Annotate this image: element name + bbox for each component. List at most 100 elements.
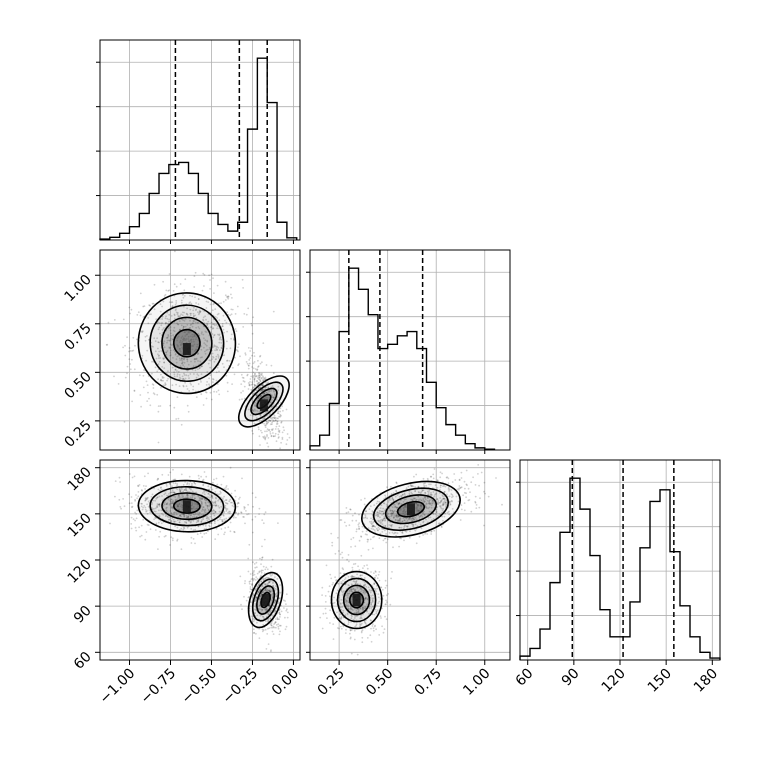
sample-point xyxy=(197,518,200,521)
sample-point xyxy=(229,510,232,513)
sample-point xyxy=(197,520,200,523)
sample-point xyxy=(177,370,180,373)
sample-point xyxy=(211,497,214,500)
sample-point xyxy=(178,385,181,387)
sample-point xyxy=(394,519,397,521)
sample-point xyxy=(194,482,197,485)
sample-point xyxy=(147,391,149,394)
sample-point xyxy=(157,548,159,550)
sample-point xyxy=(218,510,221,513)
sample-point xyxy=(403,508,406,511)
sample-point xyxy=(179,519,182,521)
sample-point xyxy=(163,361,166,364)
sample-point xyxy=(281,405,283,408)
sample-point xyxy=(358,525,360,528)
sample-point xyxy=(195,348,198,351)
sample-point xyxy=(270,649,272,651)
sample-point xyxy=(361,530,364,533)
sample-point xyxy=(376,511,379,514)
sample-point xyxy=(225,347,228,350)
sample-point xyxy=(392,499,395,502)
sample-point xyxy=(174,369,177,371)
sample-point xyxy=(175,513,178,516)
sample-point xyxy=(265,608,268,611)
sample-point xyxy=(196,343,199,346)
sample-point xyxy=(274,585,277,587)
sample-point xyxy=(253,573,256,576)
sample-point xyxy=(154,516,157,519)
sample-point xyxy=(176,339,179,342)
sample-point xyxy=(170,520,173,522)
sample-point xyxy=(274,393,276,395)
sample-point xyxy=(261,361,263,364)
sample-point xyxy=(161,366,164,368)
sample-point xyxy=(495,477,497,479)
sample-point xyxy=(163,501,166,503)
panel-background xyxy=(100,250,300,450)
sample-point xyxy=(252,620,255,623)
sample-point xyxy=(200,345,203,347)
sample-point xyxy=(277,428,280,430)
sample-point xyxy=(142,485,145,487)
sample-point xyxy=(159,405,162,407)
sample-point xyxy=(205,349,208,352)
sample-point xyxy=(212,277,214,280)
sample-point xyxy=(185,338,188,340)
sample-point xyxy=(175,358,178,361)
sample-point xyxy=(187,516,189,518)
sample-point xyxy=(378,537,381,540)
sample-point xyxy=(230,286,232,289)
sample-point xyxy=(185,317,187,320)
sample-point xyxy=(410,498,412,501)
sample-point xyxy=(261,615,264,618)
sample-point xyxy=(140,524,143,527)
sample-point xyxy=(142,506,145,509)
sample-point xyxy=(229,314,232,317)
sample-point xyxy=(156,506,159,508)
sample-point xyxy=(325,564,328,567)
sample-point xyxy=(226,295,229,298)
sample-point xyxy=(181,488,183,490)
sample-point xyxy=(279,630,281,633)
histogram-bin xyxy=(228,231,238,240)
sample-point xyxy=(147,317,150,319)
sample-point xyxy=(271,410,274,412)
sample-point xyxy=(278,624,281,627)
sample-point xyxy=(253,384,256,387)
sample-point xyxy=(253,374,256,377)
sample-point xyxy=(256,379,258,382)
sample-point xyxy=(377,526,380,529)
sample-point xyxy=(411,519,414,522)
sample-point xyxy=(433,501,435,504)
sample-point xyxy=(243,380,246,383)
sample-point xyxy=(142,316,145,319)
sample-point xyxy=(247,408,250,411)
sample-point xyxy=(261,418,264,420)
sample-point xyxy=(437,514,439,517)
sample-point xyxy=(375,527,378,530)
sample-point xyxy=(380,504,383,507)
sample-point xyxy=(146,400,149,402)
sample-point xyxy=(223,495,226,498)
sample-point xyxy=(272,396,275,399)
sample-point xyxy=(146,523,149,526)
sample-point xyxy=(285,593,288,596)
sample-point xyxy=(268,580,271,583)
sample-point xyxy=(484,492,486,495)
sample-point xyxy=(240,511,243,514)
sample-point xyxy=(192,368,194,371)
sample-point xyxy=(390,515,392,518)
sample-point xyxy=(186,496,189,498)
sample-point xyxy=(164,515,167,517)
sample-point xyxy=(262,589,265,592)
sample-point xyxy=(266,430,268,433)
sample-point xyxy=(279,616,281,618)
sample-point xyxy=(183,339,185,342)
sample-point xyxy=(188,475,191,478)
sample-point xyxy=(267,643,270,645)
sample-point xyxy=(250,588,253,591)
sample-point xyxy=(424,491,426,494)
sample-point xyxy=(202,506,205,508)
sample-point xyxy=(385,618,388,621)
sample-point xyxy=(214,501,217,504)
